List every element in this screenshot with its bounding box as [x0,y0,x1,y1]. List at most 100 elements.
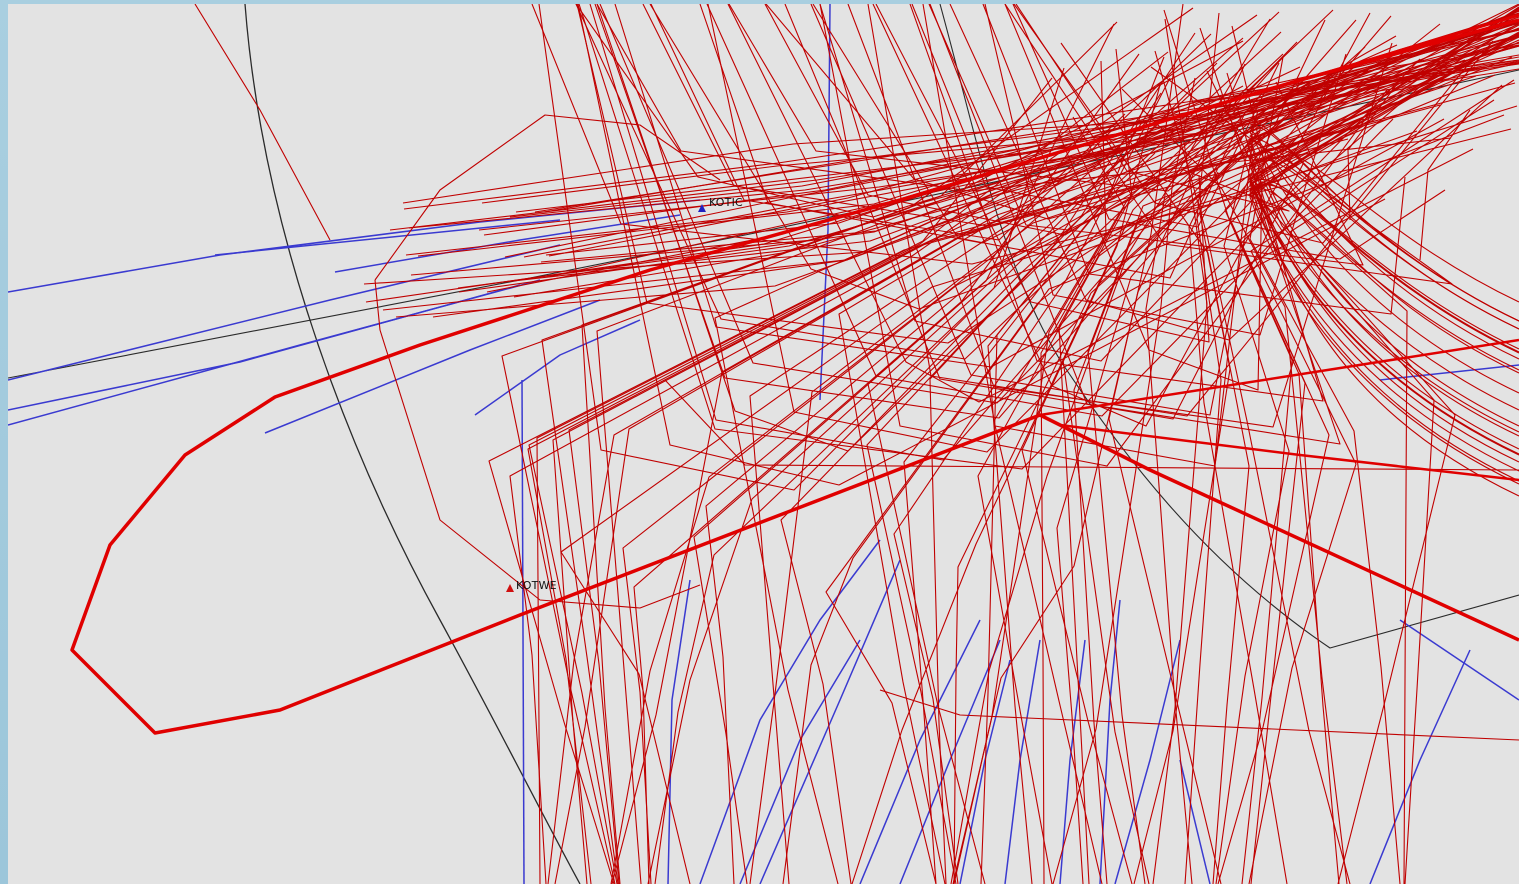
arrival-track [1249,4,1519,497]
arrival-track [527,66,1301,884]
arrival-track [1121,88,1348,884]
departure-track [859,619,981,884]
departure-track [474,319,641,416]
arrival-track [987,45,1413,884]
arrival-track [1004,4,1453,285]
arrival-track [780,31,1282,884]
arrival-track [875,4,1210,343]
arrival-track [879,689,1519,741]
arrival-track [1249,22,1519,411]
arrival-track [1087,56,1513,884]
highlight-track [1039,338,1519,417]
departure-track [739,639,861,884]
arrival-track [949,4,1503,341]
arrival-track [478,44,1519,231]
waypoint-kotwe-label: KOTWE [516,579,557,592]
arrival-track [977,62,1361,884]
arrival-track [363,21,1519,285]
arrival-track [1060,42,1250,884]
waypoint-kotic-label: KOTIC [709,196,743,209]
arrival-track [501,7,1194,884]
arrival-track [554,95,1380,884]
airspace-boundaries [8,4,1519,884]
arrival-track [1289,99,1495,884]
arrival-track [1249,32,1519,354]
departure-track [8,244,561,381]
departure-track [1179,759,1211,884]
arrival-track [547,44,1398,884]
waypoint-kotwe[interactable]: KOTWE [506,579,557,592]
arrival-track [1145,56,1284,884]
arrival-track [589,4,1266,461]
arrival-track [1249,8,1519,456]
arrival-track [654,67,1065,884]
arrival-track [575,4,1334,360]
departure-track [8,199,701,293]
departure-track [334,214,681,273]
arrival-track [1184,12,1222,884]
arrival-track [1154,50,1351,884]
arrival-track [536,77,1053,884]
arrival-track [545,44,1519,256]
waypoint-kotic-marker [698,204,706,212]
arrival-track [1249,39,1519,322]
boundary-line [8,69,1519,379]
arrival-track [622,66,1400,884]
arrival-track [1249,6,1519,482]
arrival-track [866,32,1196,884]
flight-track-map[interactable]: KOTWE KOTIC [8,4,1519,884]
waypoint-kotic[interactable]: KOTIC [698,196,743,212]
arrival-track [782,114,1505,884]
waypoint-kotwe-marker [506,584,514,592]
arrival-track [867,4,1494,417]
departure-track [521,379,525,884]
arrival-track [504,68,1519,258]
arrival-track [1249,23,1519,330]
arrival-track [911,4,1280,228]
arrival-track [810,4,1260,416]
departure-track [1004,639,1041,884]
arrival-track [764,4,1314,236]
arrival-track [410,34,1519,276]
departure-track [759,559,901,884]
arrival-track [649,4,1418,310]
arrival-track [1249,41,1519,463]
arrival-track [1249,35,1519,437]
departure-track [1369,649,1471,884]
arrival-track [581,21,1118,884]
arrival-track [1249,20,1519,374]
arrival-track [538,4,1218,491]
arrival-track [707,4,1300,453]
arrival-track [953,53,1284,884]
arrival-track [784,4,1304,420]
arrival-track [194,4,331,241]
arrival-track [1108,4,1222,884]
highlighted-track [70,13,1519,735]
arrival-track [1347,59,1519,221]
departure-track [214,219,561,256]
arrival-track [614,4,1445,368]
arrival-track [1249,33,1519,353]
highlight-track [899,13,1519,202]
arrival-track [1419,109,1471,261]
departure-track [899,639,1001,884]
arrival-track [1249,4,1519,360]
arrival-track [599,4,1261,404]
highlight-track [1059,423,1519,482]
arrival-track [365,54,1519,303]
arrival-track [509,14,1258,884]
arrival-track [596,40,1244,884]
arrival-track [1249,33,1519,472]
arrival-track [568,118,1365,884]
arrival-track [513,10,1519,298]
arrival-track [928,4,1364,266]
arrival-track [1249,7,1519,433]
arrival-tracks [194,4,1519,884]
arrival-track [374,279,701,609]
departure-track [1059,639,1086,884]
arrival-track [819,4,1276,362]
departure-track [1379,364,1519,381]
arrival-track [1013,4,1481,244]
departure-track [1114,639,1181,884]
arrival-track [1249,27,1519,394]
